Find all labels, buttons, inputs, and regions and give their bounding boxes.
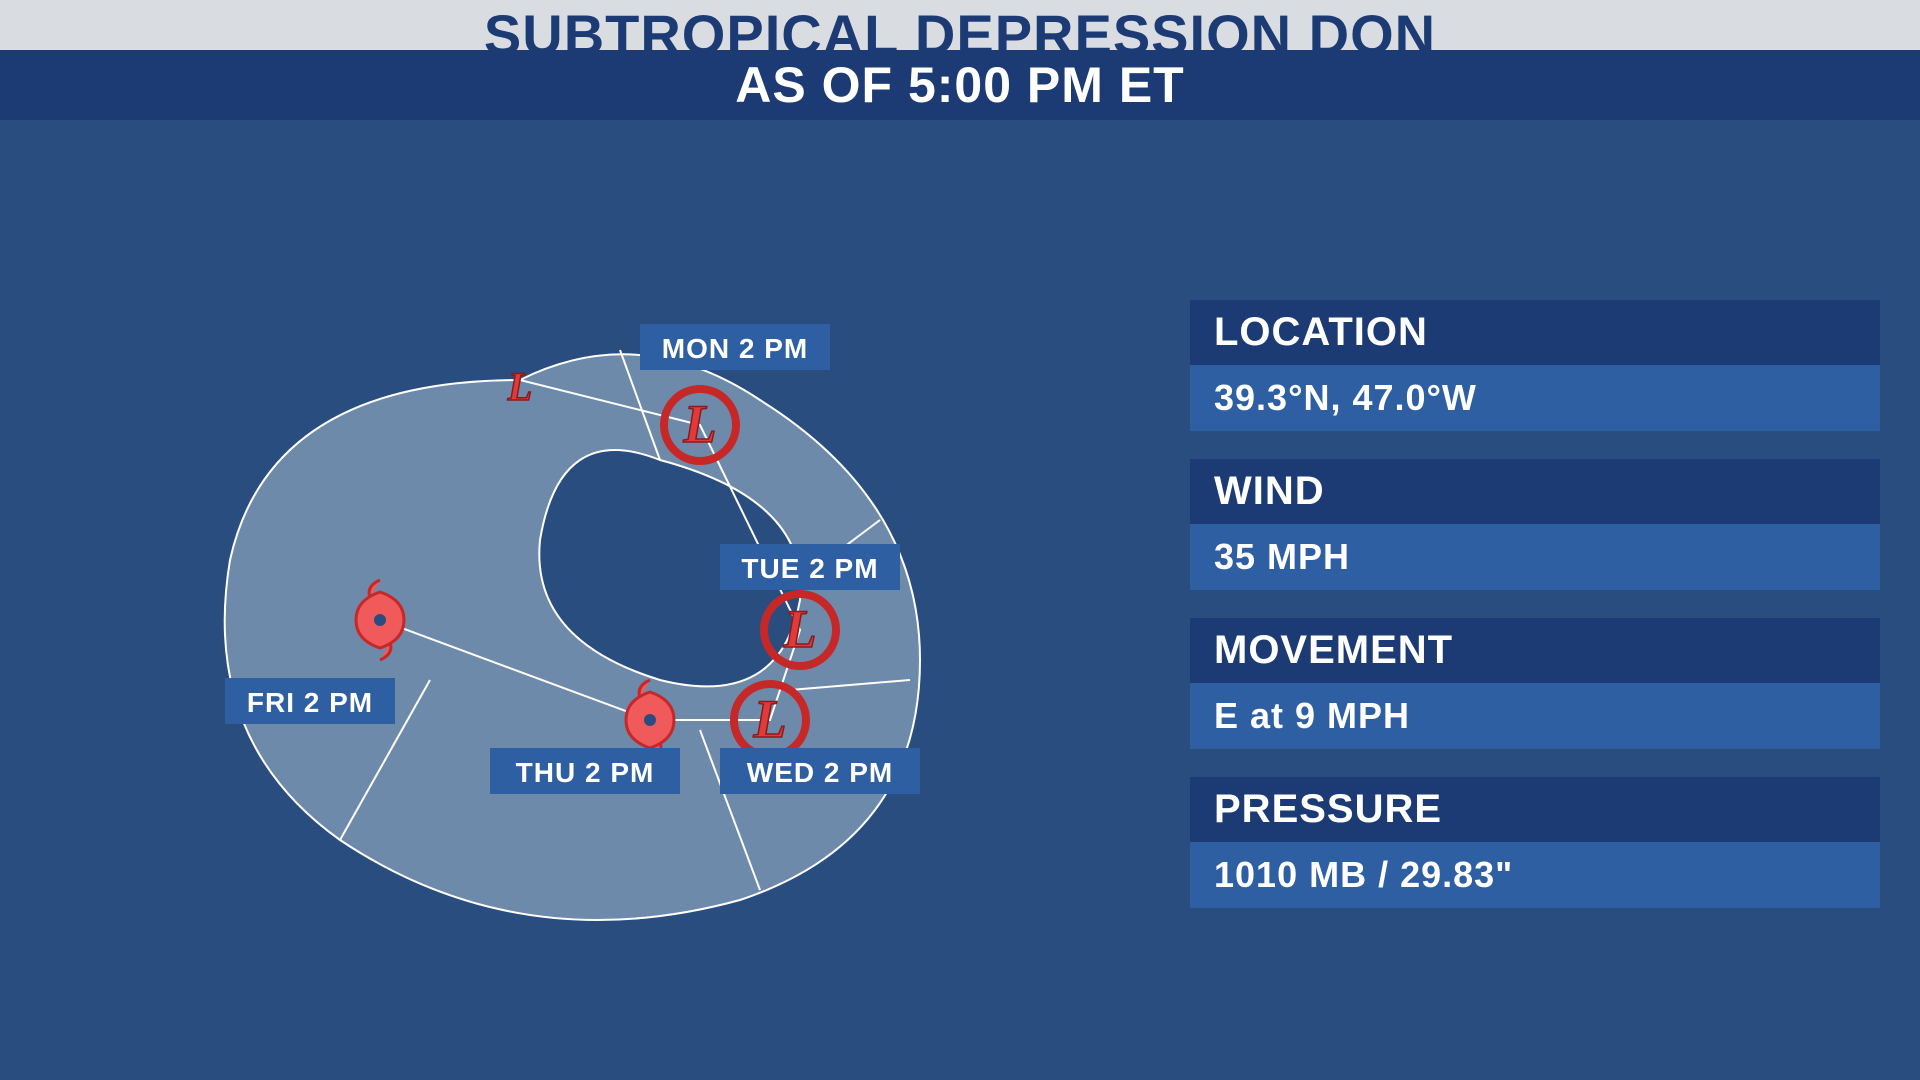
forecast-cone-map: L MON 2 PM L TUE 2 PM L WED 2 PM xyxy=(0,120,1160,1080)
info-row-location: LOCATION 39.3°N, 47.0°W xyxy=(1190,300,1880,431)
track-point-end: L xyxy=(507,364,532,409)
svg-text:THU 2 PM: THU 2 PM xyxy=(516,757,655,788)
info-row-wind: WIND 35 MPH xyxy=(1190,459,1880,590)
subtitle-text: AS OF 5:00 PM ET xyxy=(735,57,1184,113)
info-value: 39.3°N, 47.0°W xyxy=(1190,365,1880,431)
info-label: WIND xyxy=(1190,459,1880,524)
info-label: PRESSURE xyxy=(1190,777,1880,842)
info-panel: LOCATION 39.3°N, 47.0°W WIND 35 MPH MOVE… xyxy=(1190,300,1880,936)
weather-graphic: SUBTROPICAL DEPRESSION DON AS OF 5:00 PM… xyxy=(0,0,1920,1080)
info-value: 35 MPH xyxy=(1190,524,1880,590)
info-row-movement: MOVEMENT E at 9 MPH xyxy=(1190,618,1880,749)
info-label: MOVEMENT xyxy=(1190,618,1880,683)
svg-text:WED 2 PM: WED 2 PM xyxy=(747,757,893,788)
svg-text:FRI 2 PM: FRI 2 PM xyxy=(247,687,373,718)
svg-text:L: L xyxy=(783,599,817,659)
info-value: 1010 MB / 29.83" xyxy=(1190,842,1880,908)
subtitle-bar: AS OF 5:00 PM ET xyxy=(0,50,1920,120)
svg-text:L: L xyxy=(753,689,787,749)
svg-text:TUE 2 PM: TUE 2 PM xyxy=(741,553,878,584)
svg-text:L: L xyxy=(507,364,532,409)
info-row-pressure: PRESSURE 1010 MB / 29.83" xyxy=(1190,777,1880,908)
info-value: E at 9 MPH xyxy=(1190,683,1880,749)
svg-text:MON 2 PM: MON 2 PM xyxy=(662,333,808,364)
svg-text:L: L xyxy=(683,394,717,454)
info-label: LOCATION xyxy=(1190,300,1880,365)
